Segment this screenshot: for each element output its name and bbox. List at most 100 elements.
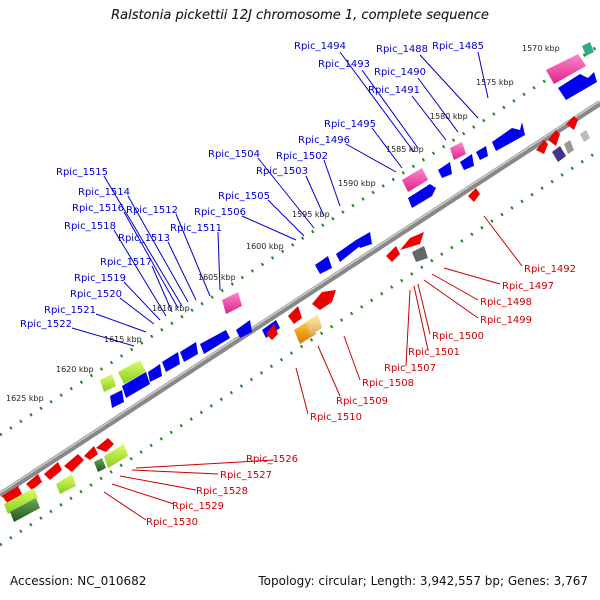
gene-label-rpic-1499: Rpic_1499 xyxy=(480,315,532,326)
kbp-label-1585: 1585 kbp xyxy=(386,145,424,154)
gene-label-rpic-1527: Rpic_1527 xyxy=(220,470,272,481)
gene-label-rpic-1495: Rpic_1495 xyxy=(324,119,376,130)
feature-peach xyxy=(306,314,322,336)
forward-gene xyxy=(558,72,597,100)
kbp-label-1605: 1605 kbp xyxy=(198,273,236,282)
reverse-gene xyxy=(400,232,424,250)
forward-gene xyxy=(200,330,230,354)
gene-label-rpic-1521: Rpic_1521 xyxy=(44,305,96,316)
feature-darkgreen xyxy=(10,498,40,522)
reverse-gene xyxy=(468,188,480,202)
gene-label-rpic-1492: Rpic_1492 xyxy=(524,264,576,275)
kbp-label-1595: 1595 kbp xyxy=(292,210,330,219)
reverse-leader-lines xyxy=(103,215,523,521)
gene-label-rpic-1513: Rpic_1513 xyxy=(118,233,170,244)
gene-label-rpic-1530: Rpic_1530 xyxy=(146,517,198,528)
rna-feature-magenta xyxy=(222,292,242,314)
reverse-gene xyxy=(566,116,578,130)
feature-lime xyxy=(56,474,76,494)
outer-tick-track xyxy=(0,43,600,437)
feature-gray xyxy=(564,140,574,154)
gene-label-rpic-1518: Rpic_1518 xyxy=(64,221,116,232)
forward-gene xyxy=(315,256,332,274)
gene-label-rpic-1517: Rpic_1517 xyxy=(100,257,152,268)
gene-label-rpic-1510: Rpic_1510 xyxy=(310,412,362,423)
forward-labels: Rpic_1485 Rpic_1488 Rpic_1490 Rpic_1491 … xyxy=(20,41,484,330)
forward-gene xyxy=(148,364,162,382)
kbp-label-1590: 1590 kbp xyxy=(338,179,376,188)
reverse-labels: Rpic_1492 Rpic_1497 Rpic_1498 Rpic_1499 … xyxy=(146,264,576,528)
gene-label-rpic-1509: Rpic_1509 xyxy=(336,396,388,407)
kbp-label-1575: 1575 kbp xyxy=(476,78,514,87)
reverse-gene xyxy=(548,130,560,146)
gene-label-rpic-1514: Rpic_1514 xyxy=(78,187,130,198)
gene-label-rpic-1494: Rpic_1494 xyxy=(294,41,346,52)
gene-label-rpic-1511: Rpic_1511 xyxy=(170,223,222,234)
backbone xyxy=(0,100,600,498)
feature-darkgreen xyxy=(94,458,106,472)
gene-label-rpic-1506: Rpic_1506 xyxy=(194,207,246,218)
gene-label-rpic-1485: Rpic_1485 xyxy=(432,41,484,52)
kbp-label-1580: 1580 kbp xyxy=(430,112,468,121)
kbp-label-1615: 1615 kbp xyxy=(104,335,142,344)
reverse-gene xyxy=(44,462,62,480)
kbp-label-1570: 1570 kbp xyxy=(522,44,560,53)
kbp-label-1600: 1600 kbp xyxy=(246,242,284,251)
feature-lime xyxy=(100,374,116,392)
forward-gene xyxy=(408,184,436,208)
kbp-label-1620: 1620 kbp xyxy=(56,365,94,374)
gene-label-rpic-1515: Rpic_1515 xyxy=(56,167,108,178)
forward-gene xyxy=(336,240,360,262)
sequence-summary: Topology: circular; Length: 3,942,557 bp… xyxy=(258,574,588,588)
map-title: Ralstonia pickettii 12J chromosome 1, co… xyxy=(111,8,489,23)
accession-text: Accession: NC_010682 xyxy=(10,574,147,588)
reverse-gene xyxy=(266,324,278,340)
gene-label-rpic-1508: Rpic_1508 xyxy=(362,378,414,389)
forward-genes xyxy=(110,72,597,408)
gene-label-rpic-1519: Rpic_1519 xyxy=(74,273,126,284)
gene-label-rpic-1502: Rpic_1502 xyxy=(276,151,328,162)
gene-label-rpic-1512: Rpic_1512 xyxy=(126,205,178,216)
gene-label-rpic-1504: Rpic_1504 xyxy=(208,149,260,160)
gene-label-rpic-1516: Rpic_1516 xyxy=(72,203,124,214)
kbp-label-1625: 1625 kbp xyxy=(6,394,44,403)
feature-gray xyxy=(580,130,590,142)
forward-gene xyxy=(122,372,150,398)
gene-label-rpic-1528: Rpic_1528 xyxy=(196,486,248,497)
forward-gene xyxy=(180,342,198,362)
gene-label-rpic-1498: Rpic_1498 xyxy=(480,297,532,308)
reverse-gene xyxy=(312,290,336,310)
forward-gene xyxy=(476,146,488,160)
feature-lime xyxy=(104,444,128,468)
gene-label-rpic-1522: Rpic_1522 xyxy=(20,319,72,330)
feature-gray xyxy=(412,246,428,262)
gene-label-rpic-1503: Rpic_1503 xyxy=(256,166,308,177)
gene-label-rpic-1501: Rpic_1501 xyxy=(408,347,460,358)
forward-leader-lines xyxy=(71,51,489,347)
forward-gene xyxy=(438,162,452,178)
reverse-gene xyxy=(26,474,42,490)
special-features xyxy=(4,42,594,522)
backbone-highlight xyxy=(0,100,600,494)
forward-gene xyxy=(492,122,525,151)
forward-gene xyxy=(356,232,372,248)
reverse-gene xyxy=(96,438,114,452)
gene-label-rpic-1500: Rpic_1500 xyxy=(432,331,484,342)
gene-label-rpic-1491: Rpic_1491 xyxy=(368,85,420,96)
reverse-gene xyxy=(64,454,84,472)
rna-feature-magenta xyxy=(402,168,428,192)
gene-label-rpic-1507: Rpic_1507 xyxy=(384,363,436,374)
forward-gene xyxy=(460,154,474,170)
reverse-gene xyxy=(84,446,98,460)
forward-gene xyxy=(110,390,124,408)
rna-feature-magenta xyxy=(450,142,466,160)
gene-label-rpic-1493: Rpic_1493 xyxy=(318,59,370,70)
gene-label-rpic-1526: Rpic_1526 xyxy=(246,454,298,465)
feature-purple xyxy=(552,146,566,162)
forward-gene xyxy=(236,320,252,338)
reverse-gene xyxy=(288,306,302,324)
map-title: Ralstonia pickettii 12J chromosome 1, co… xyxy=(111,8,489,23)
reverse-gene xyxy=(536,140,548,154)
gene-label-rpic-1496: Rpic_1496 xyxy=(298,135,350,146)
